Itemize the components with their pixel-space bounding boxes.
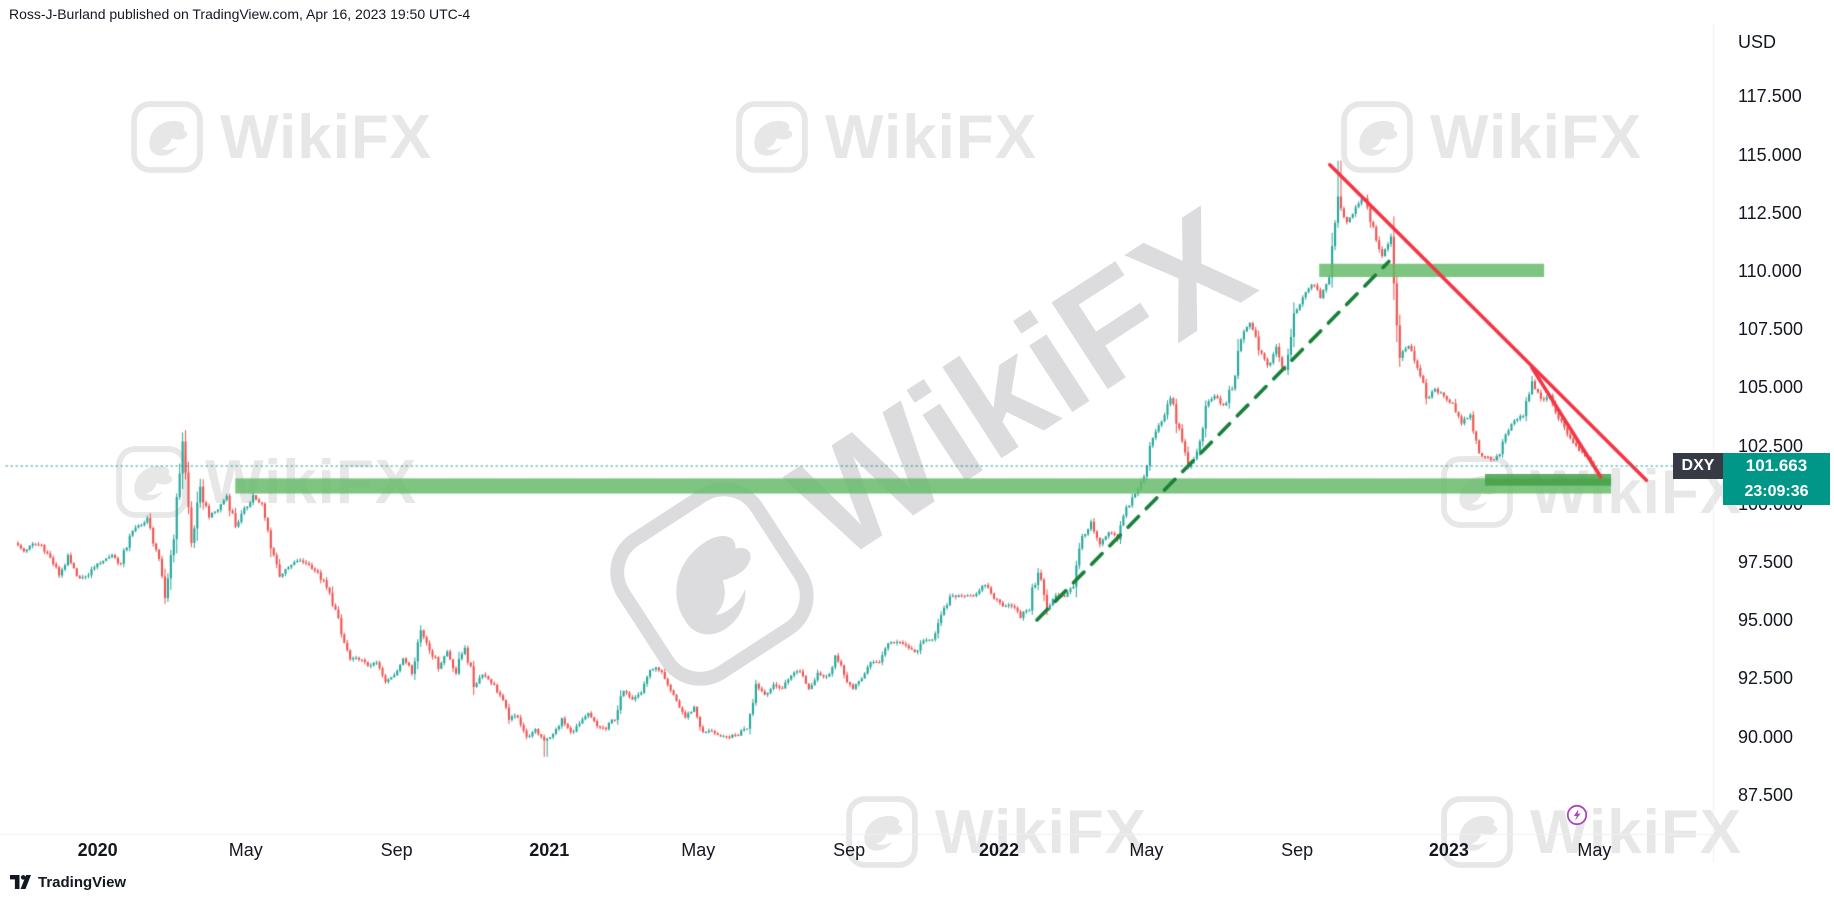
symbol-chip: DXY [1673, 452, 1723, 479]
price-axis-label: 87.500 [1738, 784, 1794, 805]
price-axis-label: 107.500 [1738, 319, 1804, 340]
price-axis-label: 115.000 [1738, 144, 1802, 165]
tradingview-mark-icon [10, 875, 31, 889]
price-axis-label: 102.500 [1738, 435, 1804, 456]
last-price-label: 101.663 [1723, 452, 1830, 479]
time-axis-label: May [681, 840, 716, 860]
time-axis-label: Sep [833, 840, 866, 860]
price-tag-row: DXY 101.663 [1673, 452, 1830, 479]
time-axis-label: 2023 [1428, 840, 1469, 860]
price-axis-label: 92.500 [1738, 668, 1794, 689]
current-price-tag: DXY 101.663 23:09:36 [1673, 452, 1830, 505]
price-axis-label: 97.500 [1738, 551, 1794, 572]
time-axis-label: 2021 [529, 840, 570, 860]
time-axis-label: Sep [380, 840, 413, 860]
attribution-text: Ross-J-Burland published on TradingView.… [9, 6, 471, 22]
tradingview-logo[interactable]: TradingView [10, 874, 126, 891]
time-axis-label: May [1129, 840, 1164, 860]
price-axis-label: 90.000 [1738, 726, 1794, 747]
currency-label: USD [1738, 32, 1777, 52]
time-axis-label: 2020 [77, 840, 118, 860]
time-axis-label: May [228, 840, 263, 860]
price-axis-label: 117.500 [1738, 86, 1802, 107]
price-axis-label: 110.000 [1738, 260, 1802, 281]
bar-countdown-label: 23:09:36 [1723, 478, 1830, 505]
flash-icon[interactable] [1566, 804, 1588, 826]
price-axis-label: 112.500 [1738, 202, 1802, 223]
time-axis-label: 2022 [979, 840, 1020, 860]
tradingview-logo-label: TradingView [38, 874, 127, 891]
price-axis-label: 95.000 [1738, 610, 1794, 631]
price-axis-label: 105.000 [1738, 377, 1804, 398]
time-axis-label: May [1577, 840, 1612, 860]
time-axis-label: Sep [1281, 840, 1314, 860]
